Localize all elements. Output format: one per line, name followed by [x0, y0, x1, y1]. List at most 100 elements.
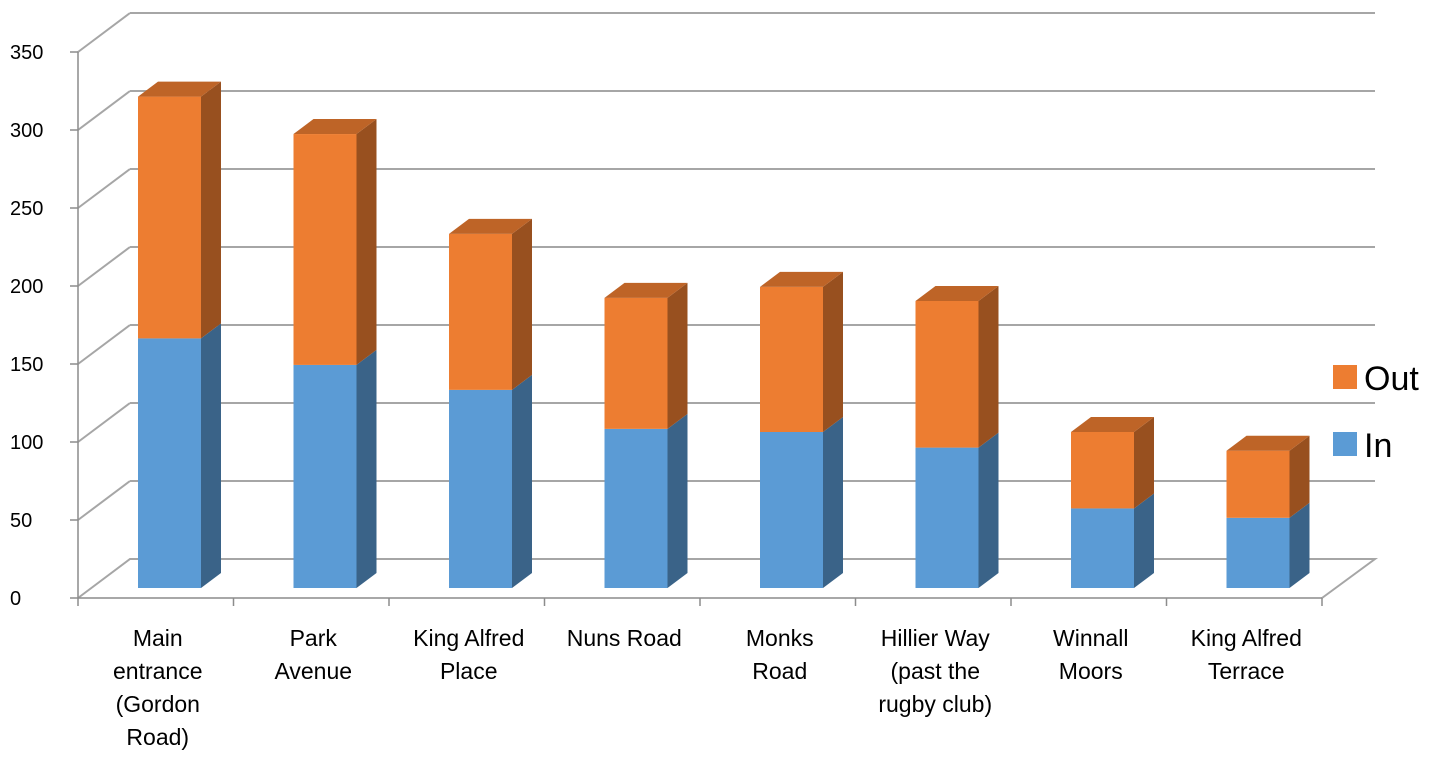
- legend: Out In: [1333, 360, 1419, 465]
- bar-side-face: [201, 81, 221, 339]
- bar-segment-in: [293, 349, 377, 588]
- category-label-line: Avenue: [274, 658, 352, 684]
- bar-top-face: [138, 81, 221, 97]
- gridline-diagonal: [77, 480, 131, 521]
- bar-front-face: [138, 96, 201, 339]
- bar-segment-out: [1226, 435, 1310, 518]
- bar-segment-out: [915, 285, 999, 448]
- bar-segment-out: [293, 119, 377, 365]
- gridline-diagonal: [77, 168, 131, 209]
- bar-segment-out: [449, 218, 532, 390]
- category-label-line: King Alfred: [413, 625, 524, 651]
- category-label-line: (past the: [891, 658, 981, 684]
- bar-front-face: [760, 286, 823, 432]
- category-label-line: (Gordon: [116, 691, 200, 717]
- gridline-diagonal: [77, 90, 131, 131]
- bar-top-face: [1071, 417, 1154, 432]
- bar-side-face: [1289, 435, 1310, 518]
- bar-front-face: [1226, 450, 1290, 518]
- bar-front-face: [293, 364, 357, 588]
- bar-segment-out: [1071, 417, 1154, 509]
- category-label-line: rugby club): [878, 691, 992, 717]
- legend-label: In: [1364, 427, 1392, 465]
- bar-segment-out: [604, 282, 688, 429]
- bar-side-face: [1134, 417, 1154, 509]
- category-label: Main entrance (Gordon Road): [113, 625, 203, 750]
- bar-segment-in: [915, 432, 999, 588]
- y-tick-label: 350: [10, 42, 43, 64]
- bar-side-face: [512, 374, 532, 588]
- category-label-line: Main: [133, 625, 183, 651]
- category-label-line: Place: [440, 658, 498, 684]
- legend-swatch: [1333, 432, 1357, 456]
- legend-label: Out: [1364, 360, 1419, 398]
- bar-front-face: [449, 389, 512, 588]
- category-label: Nuns Road: [567, 625, 682, 651]
- y-tick-label: 250: [10, 198, 43, 220]
- category-label-line: Nuns Road: [567, 625, 682, 651]
- bar-side-face: [823, 417, 843, 588]
- category-label-line: Road): [126, 724, 189, 750]
- category-label-line: Monks: [746, 625, 814, 651]
- category-labels: Main entrance (Gordon Road) Park Avenue King A…: [113, 625, 1302, 750]
- floor-outline: [77, 558, 1379, 599]
- bar-side-face: [978, 432, 999, 588]
- y-tick-label: 0: [10, 588, 21, 610]
- bar-segment-in: [760, 417, 843, 588]
- category-label: King Alfred Place: [413, 625, 524, 684]
- gridlines: [77, 12, 1375, 560]
- category-label-line: Terrace: [1208, 658, 1285, 684]
- legend-item-in: In: [1333, 427, 1392, 465]
- category-label-line: Park: [290, 625, 338, 651]
- category-label-line: Road: [752, 658, 807, 684]
- bar-side-face: [823, 271, 843, 432]
- bar-front-face: [760, 432, 823, 588]
- bar-side-face: [667, 413, 688, 588]
- category-label-line: Winnall: [1053, 625, 1128, 651]
- category-label: Hillier Way (past the rugby club): [878, 625, 992, 717]
- gridline-diagonal: [77, 324, 131, 365]
- bar-segment-in: [604, 413, 688, 588]
- gridline-diagonal: [77, 246, 131, 287]
- bar-front-face: [915, 300, 979, 448]
- bar-top-face: [293, 119, 377, 135]
- bar-segment-out: [760, 271, 843, 432]
- y-tick-labels: 0 50 100 150 200 250 300 350: [10, 42, 43, 610]
- bar-top-face: [760, 271, 843, 287]
- bar-front-face: [604, 297, 668, 429]
- bar-segment-in: [1226, 502, 1310, 588]
- bar-top-face: [449, 218, 532, 234]
- bar-front-face: [138, 338, 201, 588]
- bar-side-face: [1134, 493, 1154, 588]
- bar-front-face: [1226, 517, 1290, 588]
- category-label-line: Hillier Way: [881, 625, 991, 651]
- bar-segment-out: [138, 81, 221, 339]
- gridline-diagonal: [77, 402, 131, 443]
- y-tick-label: 100: [10, 432, 43, 454]
- y-tick-label: 50: [10, 510, 32, 532]
- axes: [70, 51, 1379, 606]
- category-label: King Alfred Terrace: [1191, 625, 1302, 684]
- bars: [138, 81, 1310, 588]
- bar-front-face: [915, 447, 979, 588]
- bar-side-face: [356, 119, 377, 365]
- gridline-diagonal: [77, 12, 131, 53]
- bar-side-face: [201, 323, 221, 588]
- category-label: Winnall Moors: [1053, 625, 1128, 684]
- bar-side-face: [512, 218, 532, 390]
- y-tick-label: 150: [10, 354, 43, 376]
- y-tick-label: 300: [10, 120, 43, 142]
- bar-top-face: [915, 285, 999, 301]
- bar-top-face: [1226, 435, 1310, 451]
- category-label-line: Moors: [1059, 658, 1123, 684]
- category-label: Monks Road: [746, 625, 814, 684]
- category-label-line: entrance: [113, 658, 203, 684]
- bar-side-face: [667, 282, 688, 429]
- bar-front-face: [1071, 508, 1134, 588]
- category-label: Park Avenue: [274, 625, 352, 684]
- bar-top-face: [604, 282, 688, 298]
- bar-front-face: [293, 134, 357, 365]
- legend-swatch: [1333, 365, 1357, 389]
